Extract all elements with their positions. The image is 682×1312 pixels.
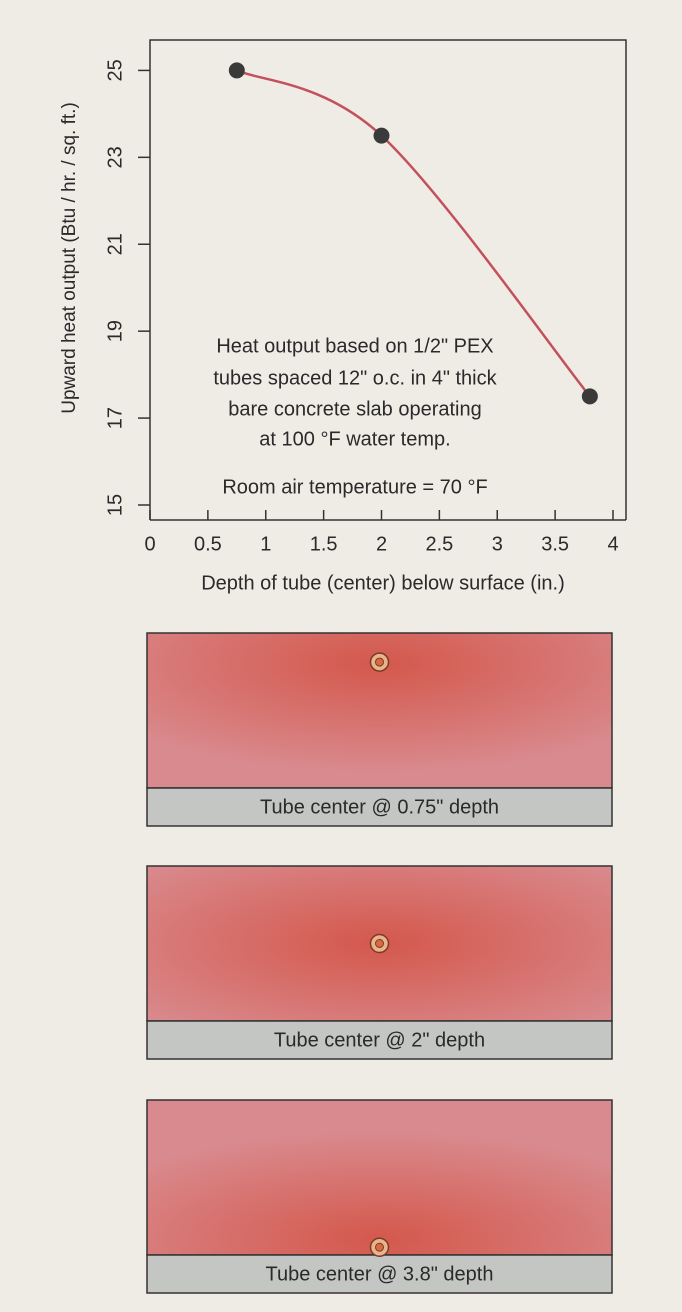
- annotation: Heat output based on 1/2" PEX: [216, 335, 493, 357]
- annotation: at 100 °F water temp.: [259, 428, 450, 450]
- label-strip: [146, 787, 613, 827]
- annotation: tubes spaced 12" o.c. in 4" thick: [213, 367, 497, 389]
- plot-frame: [149, 39, 627, 520]
- x-tick-label: 4: [607, 533, 618, 555]
- x-tick-label: 0: [144, 533, 155, 555]
- y-tick-label: 23: [104, 146, 126, 168]
- label-strip: [146, 1254, 613, 1294]
- x-tick-label: 0.5: [194, 533, 222, 555]
- panel-label: Tube center @ 2" depth: [274, 1029, 485, 1051]
- x-tick-label: 2.5: [425, 533, 453, 555]
- y-tick-label: 19: [104, 320, 126, 342]
- curve: [236, 69, 591, 398]
- y-tick-label: 25: [104, 59, 126, 81]
- x-tick-label: 2: [376, 533, 387, 555]
- tube-bore: [375, 939, 384, 948]
- slab: [146, 632, 613, 789]
- x-tick-label: 3.5: [541, 533, 569, 555]
- tube-bore: [375, 657, 384, 667]
- x-axis-label: Depth of tube (center) below surface (in…: [201, 572, 565, 594]
- point: [581, 388, 598, 405]
- note: Room air temperature = 70 °F: [222, 476, 487, 498]
- y-tick-label: 21: [104, 233, 126, 255]
- x-tick-label: 1: [260, 533, 271, 555]
- panel-label: Tube center @ 0.75" depth: [260, 796, 499, 818]
- point: [373, 127, 390, 144]
- y-tick-label: 15: [104, 494, 126, 516]
- slab: [146, 1099, 613, 1256]
- y-tick-label: 17: [104, 407, 126, 429]
- x-tick-label: 3: [492, 533, 503, 555]
- y-axis-label: Upward heat output (Btu / hr. / sq. ft.): [59, 102, 80, 414]
- point: [228, 62, 245, 79]
- label-strip: [146, 1020, 613, 1060]
- x-tick-label: 1.5: [310, 533, 338, 555]
- panel-label: Tube center @ 3.8" depth: [266, 1263, 494, 1285]
- tube-bore: [375, 1242, 384, 1252]
- annotation: bare concrete slab operating: [228, 398, 482, 420]
